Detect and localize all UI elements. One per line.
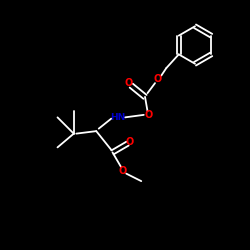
Text: O: O [126, 138, 134, 147]
Text: HN: HN [110, 113, 125, 122]
Text: O: O [118, 166, 127, 176]
Text: O: O [125, 78, 133, 88]
Text: O: O [154, 74, 162, 85]
Text: O: O [145, 110, 153, 120]
